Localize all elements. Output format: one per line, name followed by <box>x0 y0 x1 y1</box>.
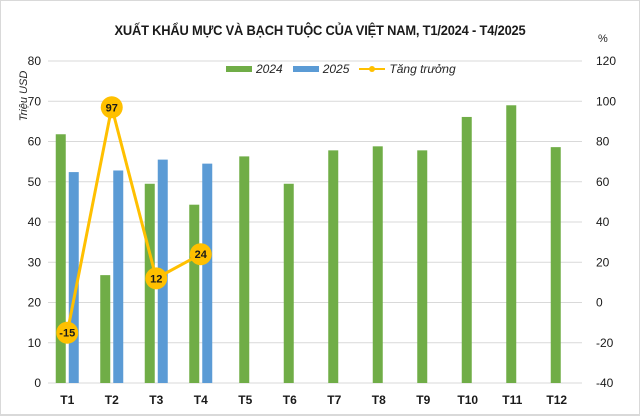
legend-swatch-growth <box>359 66 386 72</box>
bar-2024 <box>239 156 250 383</box>
x-axis-tick: T6 <box>283 393 297 407</box>
bar-2025 <box>202 163 213 383</box>
left-axis-tick: 30 <box>28 255 42 269</box>
growth-data-label: -15 <box>59 328 75 340</box>
growth-marker <box>56 321 79 344</box>
bar-2024 <box>328 150 339 383</box>
bar-2024 <box>283 183 294 383</box>
legend-item-2024: 2024 <box>226 62 283 76</box>
right-axis-tick: -20 <box>596 336 614 350</box>
bar-2024 <box>417 150 428 383</box>
growth-data-label: 97 <box>106 102 118 114</box>
legend-label-2025: 2025 <box>322 62 350 76</box>
legend-item-growth: Tăng trưởng <box>359 62 456 76</box>
x-axis-tick: T12 <box>546 393 567 407</box>
right-axis-tick: 0 <box>596 296 603 310</box>
left-axis-tick: 10 <box>28 336 42 350</box>
chart-title: XUẤT KHẨU MỰC VÀ BẠCH TUỘC CỦA VIỆT NAM,… <box>114 22 526 38</box>
right-axis-tick: -40 <box>596 376 614 390</box>
left-axis-tick: 20 <box>28 296 42 310</box>
growth-data-label: 24 <box>195 249 208 261</box>
bar-2024 <box>100 275 111 383</box>
bar-2024 <box>372 146 383 383</box>
x-axis-tick: T5 <box>238 393 252 407</box>
left-axis-tick: 0 <box>34 376 41 390</box>
bar-2024 <box>189 204 200 383</box>
chart-legend: 2024 2025 Tăng trưởng <box>222 62 460 76</box>
growth-marker <box>145 267 168 290</box>
x-axis-tick: T1 <box>60 393 74 407</box>
growth-line <box>65 106 202 333</box>
right-axis-unit: % <box>598 33 608 45</box>
left-axis-tick: 50 <box>28 175 42 189</box>
x-axis-tick: T8 <box>372 393 386 407</box>
legend-item-2025: 2025 <box>292 62 350 76</box>
x-axis-tick: T9 <box>416 393 430 407</box>
legend-label-growth: Tăng trưởng <box>389 62 456 76</box>
left-axis-tick: 60 <box>28 135 42 149</box>
left-axis-tick: 70 <box>28 94 42 108</box>
bar-2025 <box>113 170 124 383</box>
left-axis-tick: 80 <box>28 54 42 68</box>
right-axis-tick: 40 <box>596 215 610 229</box>
x-axis-tick: T2 <box>105 393 119 407</box>
growth-marker <box>100 96 123 119</box>
growth-data-label: 12 <box>150 273 162 285</box>
x-axis-tick: T7 <box>327 393 341 407</box>
legend-swatch-2025 <box>292 66 319 72</box>
growth-marker <box>189 243 212 266</box>
right-axis-tick: 120 <box>596 54 616 68</box>
legend-swatch-2024 <box>226 66 252 72</box>
x-axis-tick: T3 <box>149 393 163 407</box>
x-axis-tick: T10 <box>457 393 478 407</box>
legend-label-2024: 2024 <box>256 62 283 76</box>
x-axis-tick: T4 <box>194 393 208 407</box>
bar-2024 <box>55 134 66 383</box>
x-axis-tick: T11 <box>502 393 522 407</box>
right-axis-tick: 20 <box>596 255 610 269</box>
right-axis-tick: 100 <box>596 94 616 108</box>
right-axis-tick: 80 <box>596 135 610 149</box>
right-axis-tick: 60 <box>596 175 610 189</box>
bar-2024 <box>461 116 472 383</box>
bar-2024 <box>550 147 561 383</box>
bar-2025 <box>68 172 79 383</box>
left-axis-tick: 40 <box>28 215 42 229</box>
bar-2024 <box>506 105 517 384</box>
